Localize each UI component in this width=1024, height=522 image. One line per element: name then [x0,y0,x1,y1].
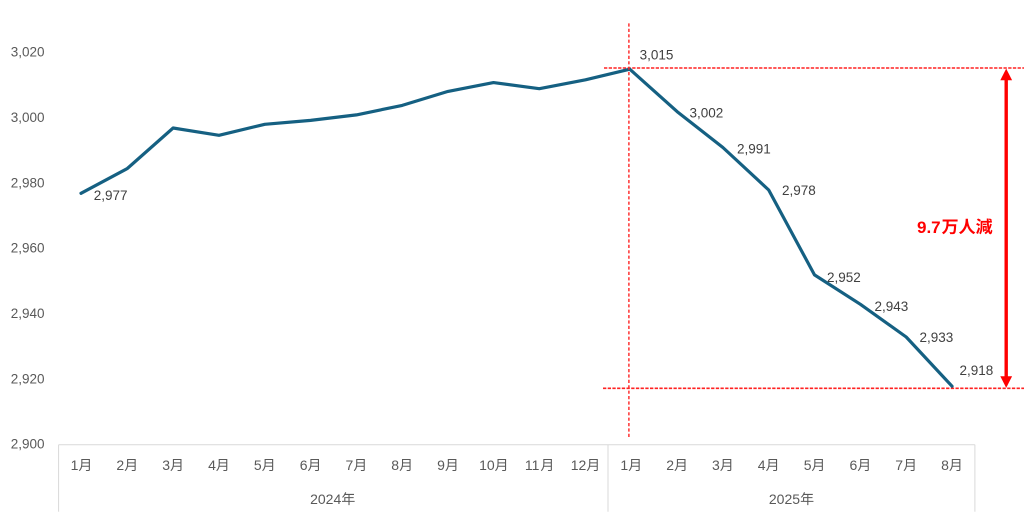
svg-text:2: 2 [116,457,124,473]
svg-text:1: 1 [71,457,79,473]
svg-text:3: 3 [712,457,720,473]
svg-text:2,900: 2,900 [11,437,45,452]
svg-text:2,940: 2,940 [11,306,45,321]
svg-text:8: 8 [941,457,949,473]
svg-text:2,918: 2,918 [960,363,994,378]
svg-text:4: 4 [208,457,216,473]
svg-text:11: 11 [525,457,540,473]
svg-text:6: 6 [300,457,308,473]
svg-text:8: 8 [391,457,399,473]
svg-text:2,978: 2,978 [782,183,816,198]
svg-text:3,002: 3,002 [690,105,724,120]
svg-text:4: 4 [758,457,766,473]
svg-text:5: 5 [254,457,262,473]
svg-text:9: 9 [437,457,445,473]
svg-text:2,952: 2,952 [827,270,861,285]
svg-text:6: 6 [850,457,858,473]
svg-text:2,943: 2,943 [875,299,909,314]
svg-text:3,020: 3,020 [11,45,45,60]
svg-text:2: 2 [666,457,674,473]
svg-text:2,980: 2,980 [11,175,45,190]
svg-text:1: 1 [620,457,628,473]
svg-text:7: 7 [346,457,354,473]
svg-text:3,015: 3,015 [640,47,674,62]
svg-text:3: 3 [162,457,170,473]
svg-text:2,933: 2,933 [920,330,954,345]
svg-text:2,920: 2,920 [11,371,45,386]
svg-text:9.7: 9.7 [917,218,941,237]
svg-text:5: 5 [804,457,812,473]
svg-text:2,960: 2,960 [11,241,45,256]
svg-text:2,991: 2,991 [737,141,771,156]
svg-text:7: 7 [895,457,903,473]
svg-text:2025: 2025 [769,491,800,507]
svg-text:2024: 2024 [310,491,341,507]
svg-text:2,977: 2,977 [94,188,128,203]
svg-text:10: 10 [479,457,495,473]
svg-text:3,000: 3,000 [11,110,45,125]
svg-text:12: 12 [571,457,587,473]
